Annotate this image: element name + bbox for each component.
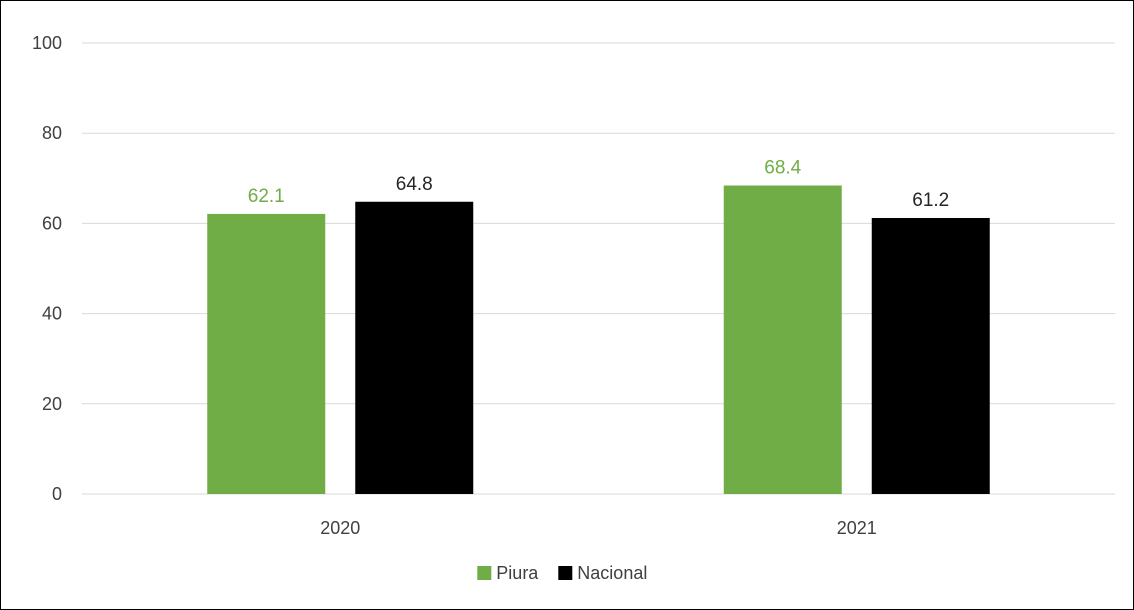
x-tick-label: 2020 xyxy=(320,518,360,538)
y-tick-label: 80 xyxy=(42,123,62,143)
data-label-nacional-2020: 64.8 xyxy=(396,174,433,195)
data-label-piura-2020: 62.1 xyxy=(248,186,285,207)
legend-swatch-piura xyxy=(477,566,492,580)
y-tick-label: 0 xyxy=(52,484,62,504)
bar-nacional-2021 xyxy=(871,217,990,494)
legend-swatch-nacional xyxy=(558,566,573,580)
bar-nacional-2020 xyxy=(355,201,474,494)
bar-piura-2020 xyxy=(207,213,326,494)
y-tick-label: 60 xyxy=(42,213,62,233)
y-tick-label: 100 xyxy=(32,33,62,53)
legend-label-nacional: Nacional xyxy=(577,563,647,583)
bar-piura-2021 xyxy=(723,185,842,495)
x-tick-label: 2021 xyxy=(837,518,877,538)
y-tick-label: 40 xyxy=(42,304,62,324)
data-label-nacional-2021: 61.2 xyxy=(912,190,949,211)
data-label-piura-2021: 68.4 xyxy=(764,158,801,179)
y-tick-label: 20 xyxy=(42,394,62,414)
legend-label-piura: Piura xyxy=(496,563,539,583)
